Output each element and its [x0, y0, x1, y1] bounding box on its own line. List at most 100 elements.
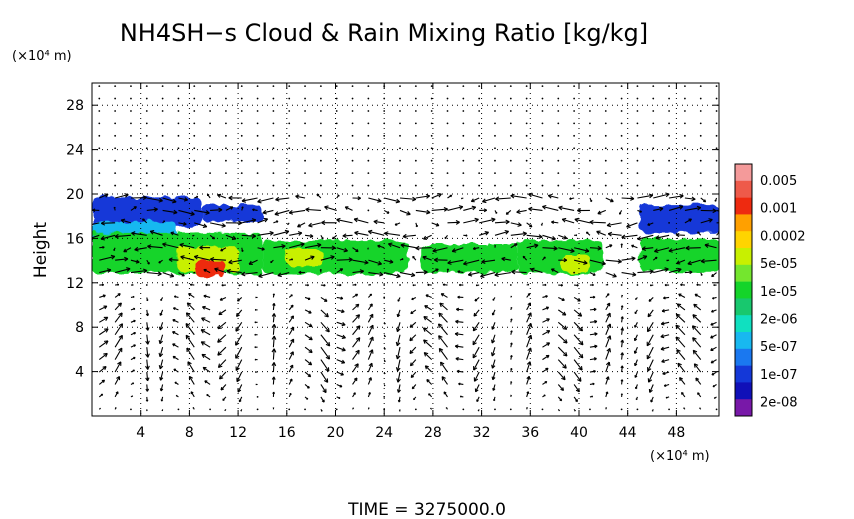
wind-vector: [446, 85, 449, 88]
wind-vector: [494, 147, 496, 150]
wind-vector: [650, 396, 654, 403]
wind-vector: [541, 97, 544, 100]
wind-vector: [620, 305, 624, 310]
wind-vector: [149, 230, 163, 236]
wind-vector: [542, 283, 547, 287]
wind-vector: [352, 377, 358, 385]
wind-vector: [319, 159, 322, 162]
wind-vector: [541, 85, 544, 88]
wind-vector: [147, 244, 163, 249]
wind-vector: [668, 122, 670, 125]
wind-vector: [188, 375, 195, 385]
wind-vector: [604, 110, 607, 112]
wind-vector: [130, 331, 137, 336]
wind-vector: [604, 159, 607, 162]
cloud-region: [286, 249, 324, 267]
wind-vector: [114, 147, 117, 150]
wind-vector: [399, 147, 401, 150]
wind-vector: [557, 85, 560, 88]
wind-vector: [351, 172, 354, 175]
wind-vector: [98, 122, 101, 125]
wind-vector: [577, 208, 590, 213]
wind-vector: [145, 159, 148, 162]
wind-vector: [352, 303, 360, 311]
wind-vector: [130, 85, 132, 88]
wind-vector: [289, 283, 292, 286]
wind-vector: [319, 172, 322, 175]
wind-vector: [446, 147, 449, 150]
wind-vector: [510, 231, 527, 237]
wind-vector: [525, 184, 528, 187]
wind-vector: [430, 85, 433, 88]
wind-vector: [463, 217, 479, 224]
wind-vector: [209, 97, 211, 100]
wind-vector: [618, 210, 623, 215]
wind-vector: [305, 207, 321, 213]
wind-vector: [241, 233, 257, 239]
chart-title: NH4SH−s Cloud & Rain Mixing Ratio [kg/kg…: [120, 19, 648, 47]
wind-vector: [699, 85, 702, 88]
wind-vector: [604, 97, 607, 100]
wind-vector: [209, 122, 211, 125]
wind-vector: [162, 242, 179, 249]
wind-vector: [589, 147, 591, 150]
x-tick-label: 36: [521, 425, 539, 441]
wind-vector: [241, 218, 257, 224]
wind-vector: [367, 229, 385, 236]
wind-vector: [193, 184, 196, 187]
wind-vector: [383, 184, 386, 187]
wind-vector: [304, 147, 306, 150]
wind-vector: [636, 110, 639, 112]
wind-vector: [200, 329, 211, 336]
wind-vector: [711, 272, 717, 278]
wind-vector: [462, 97, 465, 100]
wind-vector: [193, 254, 211, 261]
wind-vector: [254, 308, 258, 311]
wind-vector: [589, 85, 591, 88]
wind-vector: [161, 409, 164, 412]
colorbar-label: 5e-05: [760, 257, 798, 272]
wind-vector: [274, 209, 290, 216]
wind-vector: [414, 134, 417, 137]
wind-vector: [715, 147, 718, 150]
wind-vector: [558, 234, 568, 240]
wind-vector: [652, 184, 655, 187]
x-tick-label: 44: [619, 425, 637, 441]
wind-vector: [272, 134, 275, 137]
wind-vector: [320, 396, 325, 403]
wind-vector: [455, 319, 464, 324]
wind-vector: [175, 394, 179, 398]
wind-vector: [367, 293, 373, 298]
wind-vector: [604, 134, 607, 137]
wind-vector: [367, 184, 370, 187]
wind-vector: [199, 245, 211, 251]
wind-vector: [574, 234, 578, 237]
wind-vector: [99, 316, 109, 323]
cloud-region: [195, 260, 226, 278]
wind-vector: [304, 296, 311, 301]
x-tick-label: 32: [473, 425, 491, 441]
wind-vector: [240, 97, 243, 100]
wind-vector: [557, 134, 560, 137]
wind-vector: [605, 376, 610, 385]
wind-vector: [605, 244, 613, 249]
wind-vector: [446, 122, 449, 125]
wind-vector: [395, 347, 401, 360]
wind-vector: [237, 384, 243, 393]
wind-vector: [240, 172, 243, 175]
wind-vector: [272, 391, 276, 397]
wind-vector: [636, 147, 639, 150]
wind-vector: [146, 197, 163, 203]
wind-vector: [114, 85, 117, 88]
wind-vector: [470, 197, 480, 203]
wind-vector: [320, 359, 330, 372]
wind-vector: [210, 207, 223, 213]
wind-vector: [367, 407, 370, 410]
wind-vector: [178, 221, 187, 226]
wind-vector: [336, 321, 346, 327]
wind-vector: [607, 231, 622, 237]
wind-vector: [636, 85, 639, 88]
wind-vector: [525, 85, 528, 88]
wind-vector: [368, 271, 384, 277]
